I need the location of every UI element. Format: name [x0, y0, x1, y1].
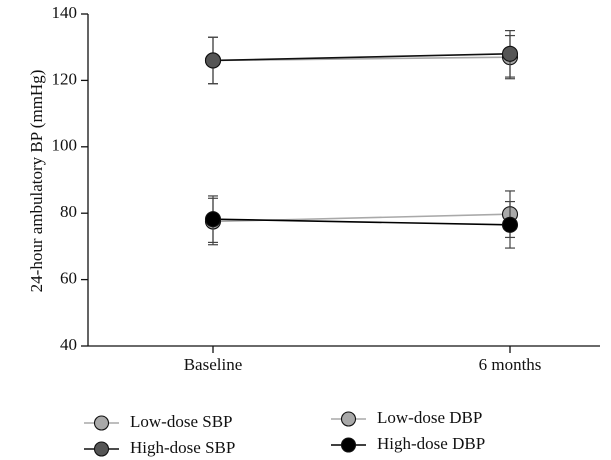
- series-high-dose-sbp: [204, 30, 519, 85]
- legend-label: Low-dose SBP: [130, 412, 232, 431]
- series-line: [212, 53, 511, 62]
- legend-item: Low-dose SBP: [84, 412, 232, 431]
- series-low-dose-dbp: [204, 190, 519, 246]
- y-tick-label: 120: [52, 69, 78, 88]
- legend-marker: [340, 437, 357, 453]
- y-tick-label: 100: [52, 136, 78, 155]
- axes: 24-hour ambulatory BP (mmHg): [27, 14, 600, 347]
- legend-label: Low-dose DBP: [377, 408, 482, 427]
- data-point: [204, 211, 222, 228]
- legend-marker: [93, 415, 110, 431]
- legend: Low-dose SBP High-dose SBP Low-dose DBP Hig…: [84, 408, 485, 457]
- y-ticks: 40 60 80 100 120 140: [52, 3, 88, 354]
- series-high-dose-dbp: [204, 195, 519, 249]
- y-tick-label: 140: [52, 3, 78, 22]
- data-point: [501, 216, 519, 233]
- data-point: [204, 52, 222, 69]
- legend-item: High-dose DBP: [331, 434, 485, 453]
- legend-marker: [340, 411, 357, 427]
- legend-label: High-dose DBP: [377, 434, 485, 453]
- series-line: [212, 218, 511, 226]
- legend-marker: [93, 441, 110, 457]
- data-point: [501, 45, 519, 62]
- x-ticks: Baseline 6 months: [184, 346, 542, 374]
- y-tick-label: 80: [60, 202, 77, 221]
- x-tick-label: 6 months: [479, 355, 542, 374]
- legend-item: High-dose SBP: [84, 438, 235, 457]
- y-axis-title: 24-hour ambulatory BP (mmHg): [27, 70, 46, 293]
- legend-label: High-dose SBP: [130, 438, 235, 457]
- legend-item: Low-dose DBP: [331, 408, 482, 427]
- x-tick-label: Baseline: [184, 355, 243, 374]
- y-tick-label: 40: [60, 335, 77, 354]
- y-tick-label: 60: [60, 269, 77, 288]
- series-layer: [204, 30, 519, 249]
